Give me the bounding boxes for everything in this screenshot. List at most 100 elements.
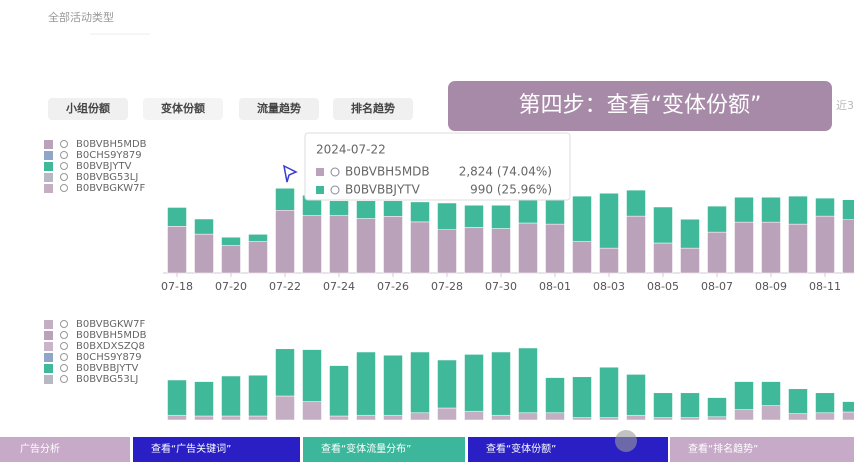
- legend-label[interactable]: B0BVBGKW7F: [76, 183, 146, 194]
- nav-button[interactable]: [670, 437, 854, 462]
- bar-segment: [194, 415, 214, 421]
- bar-segment: [491, 228, 511, 274]
- bar-segment: [275, 348, 295, 397]
- bar-segment: [599, 366, 619, 418]
- nav-label[interactable]: 查看“变体份额”: [486, 442, 556, 455]
- bar-segment: [437, 359, 457, 409]
- bar-segment: [383, 216, 403, 274]
- legend-swatch[interactable]: [44, 353, 53, 362]
- bar-segment: [788, 413, 808, 421]
- bar-segment: [383, 200, 403, 217]
- tab-bg[interactable]: [48, 98, 128, 120]
- legend-swatch[interactable]: [44, 331, 53, 340]
- bar-segment: [464, 227, 484, 274]
- bar-segment: [167, 379, 187, 416]
- bar-segment: [329, 200, 349, 216]
- bar-segment: [518, 197, 538, 224]
- bar-segment: [761, 405, 781, 421]
- bar-segment: [815, 412, 835, 421]
- touch-indicator: [615, 430, 637, 452]
- legend-label[interactable]: B0BVBH5MDB: [76, 330, 147, 341]
- bar-segment: [788, 223, 808, 274]
- tab-bg[interactable]: [143, 98, 223, 120]
- legend-icon: [60, 184, 68, 192]
- legend-label[interactable]: B0BVBGKW7F: [76, 319, 146, 330]
- bar-segment: [626, 215, 646, 274]
- legend-label[interactable]: B0BVBG53LJ: [76, 172, 138, 183]
- bar-segment: [167, 414, 187, 421]
- bar-segment: [842, 401, 854, 413]
- legend-swatch[interactable]: [44, 320, 53, 329]
- bar-segment: [356, 351, 376, 416]
- x-tick-label: 07-22: [269, 280, 301, 293]
- legend-swatch[interactable]: [44, 140, 53, 149]
- bar-segment: [680, 218, 700, 249]
- tab-bg[interactable]: [333, 98, 413, 120]
- legend-label[interactable]: B0BVBBJYTV: [76, 363, 139, 374]
- tab-label[interactable]: 变体份额: [161, 101, 205, 115]
- bar-segment: [626, 374, 646, 416]
- bar-segment: [626, 414, 646, 421]
- bar-segment: [221, 375, 241, 417]
- bar-segment: [653, 206, 673, 244]
- nav-label[interactable]: 查看“变体流量分布”: [321, 442, 411, 455]
- bar-segment: [545, 412, 565, 421]
- bar-segment: [383, 354, 403, 416]
- bar-segment: [167, 207, 187, 227]
- x-tick-label: 07-24: [323, 280, 355, 293]
- bar-segment: [194, 233, 214, 274]
- nav-label[interactable]: 广告分析: [20, 442, 60, 455]
- legend-icon: [60, 173, 68, 181]
- legend-swatch[interactable]: [44, 375, 53, 384]
- bar-segment: [572, 376, 592, 418]
- legend-swatch[interactable]: [44, 162, 53, 171]
- range-label[interactable]: 近30: [836, 99, 854, 112]
- bar-segment: [275, 209, 295, 274]
- legend-label[interactable]: B0CHS9Y879: [76, 352, 142, 363]
- tooltip: 2024-07-22 B0BVBH5MDB 2,824 (74.04%) B0BVB…: [304, 132, 571, 201]
- bar-segment: [815, 392, 835, 414]
- bar-segment: [491, 204, 511, 229]
- x-tick-label: 07-20: [215, 280, 247, 293]
- bottom-chart: B0BVBGKW7FB0BVBH5MDBB0BXDXSZQ8B0CHS9Y879…: [44, 319, 854, 421]
- legend-swatch[interactable]: [44, 342, 53, 351]
- legend-swatch[interactable]: [44, 364, 53, 373]
- bar-segment: [356, 218, 376, 274]
- bar-segment: [410, 221, 430, 274]
- legend-swatch[interactable]: [44, 151, 53, 160]
- bar-segment: [572, 417, 592, 421]
- bar-segment: [329, 365, 349, 417]
- tab-bg[interactable]: [239, 98, 319, 120]
- bar-segment: [788, 388, 808, 414]
- legend-label[interactable]: B0CHS9Y879: [76, 150, 142, 161]
- legend-label[interactable]: B0BVBG53LJ: [76, 374, 138, 385]
- bar-segment: [653, 242, 673, 274]
- legend-swatch[interactable]: [44, 173, 53, 182]
- activity-filter[interactable]: 全部活动类型: [48, 10, 114, 24]
- bar-segment: [221, 236, 241, 246]
- legend-swatch[interactable]: [44, 184, 53, 193]
- bar-segment: [302, 349, 322, 402]
- bar-segment: [248, 374, 268, 417]
- bottom-nav: 广告分析 查看“广告关键词” 查看“变体流量分布” 查看“变体份额” 查看“排名趋势”: [0, 437, 854, 462]
- bar-segment: [194, 218, 214, 235]
- tab-label[interactable]: 排名趋势: [351, 101, 395, 115]
- tab-label[interactable]: 小组份额: [65, 101, 110, 115]
- bar-segment: [626, 189, 646, 217]
- bar-segment: [545, 223, 565, 274]
- nav-label[interactable]: 查看“广告关键词”: [151, 442, 231, 455]
- x-tick-label: 07-26: [377, 280, 409, 293]
- bar-segment: [167, 226, 187, 274]
- legend-label[interactable]: B0BVBJYTV: [76, 161, 132, 172]
- tab-label[interactable]: 流量趋势: [257, 101, 301, 115]
- x-tick-label: 08-01: [539, 280, 571, 293]
- legend-label[interactable]: B0BXDXSZQ8: [76, 341, 145, 352]
- nav-button[interactable]: [133, 437, 300, 462]
- bar-segment: [491, 414, 511, 421]
- legend-label[interactable]: B0BVBH5MDB: [76, 139, 147, 150]
- tooltip-icon: [330, 167, 340, 177]
- bar-segment: [842, 219, 854, 274]
- nav-button[interactable]: [303, 437, 465, 462]
- nav-label[interactable]: 查看“排名趋势”: [688, 442, 758, 455]
- nav-button[interactable]: [0, 437, 130, 462]
